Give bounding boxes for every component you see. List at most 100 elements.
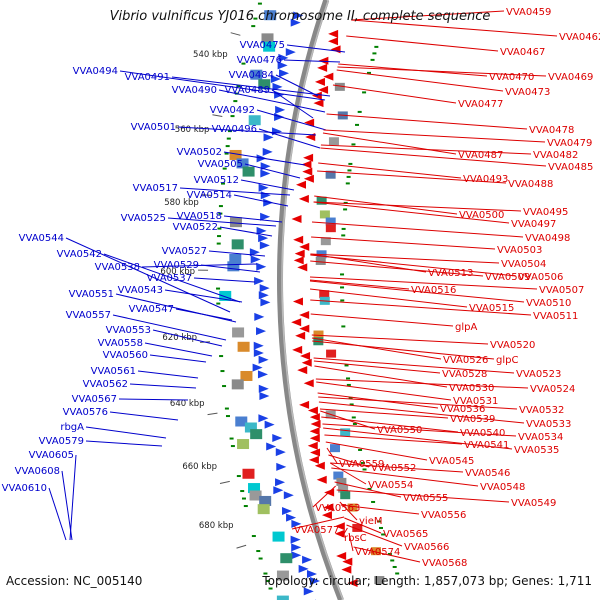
reverse-gene-label[interactable]: VVA0516: [411, 285, 456, 296]
reverse-gene-label[interactable]: VVA0477: [458, 99, 503, 110]
reverse-gene-label[interactable]: VVA0511: [533, 311, 578, 322]
reverse-gene-label[interactable]: VVA0539: [450, 414, 495, 425]
forward-gene-label[interactable]: VVA0525: [121, 213, 166, 224]
forward-gene-label[interactable]: VVA0492: [210, 105, 255, 116]
reverse-gene-label[interactable]: VVA0533: [526, 419, 571, 430]
reverse-gene-label[interactable]: VVA0546: [465, 468, 510, 479]
reverse-gene-label[interactable]: VVA0535: [514, 445, 559, 456]
reverse-gene-label[interactable]: VVA0552: [371, 463, 416, 474]
forward-gene-label[interactable]: VVA0553: [106, 325, 151, 336]
reverse-gene-label[interactable]: VVA0503: [497, 245, 542, 256]
forward-gene-label[interactable]: VVA0512: [194, 175, 239, 186]
forward-gene-label[interactable]: VVA0537: [147, 273, 192, 284]
reverse-gene-label[interactable]: VVA0556: [421, 510, 466, 521]
reverse-gene-label[interactable]: VVA0504: [501, 259, 546, 270]
reverse-gene-label[interactable]: VVA0470: [489, 72, 534, 83]
forward-gene-label[interactable]: VVA0527: [162, 246, 207, 257]
forward-gene-label[interactable]: VVA0505: [198, 159, 243, 170]
reverse-gene-label[interactable]: glpA: [455, 322, 477, 333]
forward-gene-label[interactable]: VVA0529: [154, 260, 199, 271]
reverse-gene-label[interactable]: VVA0528: [442, 369, 487, 380]
reverse-gene-label[interactable]: VVA0540: [460, 428, 505, 439]
reverse-gene-label[interactable]: VVA0565: [383, 529, 428, 540]
reverse-gene-label[interactable]: VVA0574: [355, 547, 400, 558]
reverse-gene-label[interactable]: VVA0495: [523, 207, 568, 218]
reverse-gene-label[interactable]: VVA0462: [559, 32, 600, 43]
forward-gene-label[interactable]: VVA0475: [240, 40, 285, 51]
forward-gene-label[interactable]: VVA0610: [2, 483, 47, 494]
forward-gene-label[interactable]: VVA0490: [172, 85, 217, 96]
reverse-gene-label[interactable]: VVA0459: [506, 7, 551, 18]
reverse-gene-label[interactable]: VVA0536: [440, 404, 485, 415]
reverse-gene-label[interactable]: VVA0479: [547, 138, 592, 149]
reverse-gene-label[interactable]: VVA0550: [377, 425, 422, 436]
reverse-gene-label[interactable]: VVA0493: [463, 174, 508, 185]
reverse-gene-label[interactable]: VVA0510: [526, 298, 571, 309]
reverse-gene-label[interactable]: VVA0497: [511, 219, 556, 230]
forward-gene-label[interactable]: VVA0502: [177, 147, 222, 158]
reverse-gene-label[interactable]: VVA0473: [505, 87, 550, 98]
forward-gene-label[interactable]: VVA0551: [69, 289, 114, 300]
reverse-gene-label[interactable]: VVA0548: [480, 482, 525, 493]
reverse-gene-label[interactable]: VVA0545: [429, 456, 474, 467]
forward-gene-label[interactable]: VVA0491: [125, 72, 170, 83]
reverse-gene-label[interactable]: VVA0555: [403, 493, 448, 504]
reverse-gene-label[interactable]: VVA0506: [518, 272, 563, 283]
forward-gene-label[interactable]: VVA0542: [57, 249, 102, 260]
forward-gene-label[interactable]: VVA0579: [39, 436, 84, 447]
reverse-gene-label[interactable]: yieM: [359, 516, 382, 527]
reverse-gene-label[interactable]: VVA0541: [464, 440, 509, 451]
forward-gene-label[interactable]: rbgA: [60, 422, 84, 433]
reverse-gene-label[interactable]: VVA0487: [458, 150, 503, 161]
reverse-gene-label[interactable]: VVA0478: [529, 125, 574, 136]
reverse-gene-label[interactable]: VVA0485: [548, 162, 593, 173]
reverse-gene-label[interactable]: VVA0554: [368, 480, 413, 491]
reverse-gene-label[interactable]: VVA0520: [490, 340, 535, 351]
forward-gene-label[interactable]: VVA0560: [103, 350, 148, 361]
reverse-gene-label[interactable]: VVA0532: [519, 405, 564, 416]
reverse-gene-label[interactable]: VVA0515: [469, 303, 514, 314]
reverse-gene-label[interactable]: VVA0469: [548, 72, 593, 83]
reverse-gene-label[interactable]: VVA0577: [294, 525, 339, 536]
reverse-gene-label[interactable]: VVA0531: [453, 396, 498, 407]
forward-gene-label[interactable]: VVA0557: [66, 310, 111, 321]
reverse-gene-label[interactable]: VVA0500: [459, 210, 504, 221]
forward-gene-label[interactable]: VVA0538: [95, 262, 140, 273]
reverse-gene-label[interactable]: VVA0526: [443, 355, 488, 366]
reverse-gene-label[interactable]: VVA0513: [428, 268, 473, 279]
forward-gene-label[interactable]: VVA0522: [173, 222, 218, 233]
forward-gene-label[interactable]: VVA0547: [129, 304, 174, 315]
forward-gene-label[interactable]: VVA0489: [225, 85, 270, 96]
reverse-gene-label[interactable]: VVA0534: [518, 432, 563, 443]
reverse-gene-label[interactable]: VVA0509: [485, 272, 530, 283]
reverse-gene-label[interactable]: VVA0568: [422, 558, 467, 569]
forward-gene-label[interactable]: VVA0517: [133, 183, 178, 194]
forward-gene-label[interactable]: VVA0567: [72, 394, 117, 405]
forward-gene-label[interactable]: VVA0494: [73, 66, 118, 77]
reverse-gene-label[interactable]: VVA0507: [539, 285, 584, 296]
reverse-gene-label[interactable]: VVA0498: [525, 233, 570, 244]
forward-gene-label[interactable]: VVA0562: [83, 379, 128, 390]
forward-gene-label[interactable]: VVA0558: [98, 338, 143, 349]
reverse-gene-label[interactable]: VVA0523: [516, 369, 561, 380]
reverse-gene-label[interactable]: glpC: [496, 355, 518, 366]
reverse-gene-label[interactable]: VVA0488: [508, 179, 553, 190]
forward-gene-label[interactable]: VVA0484: [229, 70, 274, 81]
reverse-gene-label[interactable]: VVA0524: [530, 384, 575, 395]
forward-gene-label[interactable]: VVA0605: [29, 450, 74, 461]
reverse-gene-label[interactable]: VVA0467: [500, 47, 545, 58]
forward-gene-label[interactable]: VVA0496: [212, 124, 257, 135]
reverse-gene-label[interactable]: VVA0566: [404, 542, 449, 553]
reverse-gene-label[interactable]: VVA0549: [511, 498, 556, 509]
forward-gene-label[interactable]: VVA0514: [187, 190, 232, 201]
forward-gene-label[interactable]: VVA0561: [91, 366, 136, 377]
forward-gene-label[interactable]: VVA0543: [118, 285, 163, 296]
forward-gene-label[interactable]: VVA0518: [177, 211, 222, 222]
reverse-gene-label[interactable]: VVA0563: [315, 503, 360, 514]
forward-gene-label[interactable]: VVA0476: [237, 55, 282, 66]
reverse-gene-label[interactable]: rbsC: [344, 533, 367, 544]
forward-gene-label[interactable]: VVA0608: [15, 466, 60, 477]
reverse-gene-label[interactable]: VVA0530: [449, 383, 494, 394]
reverse-gene-label[interactable]: VVA0482: [533, 150, 578, 161]
forward-gene-label[interactable]: VVA0576: [63, 407, 108, 418]
